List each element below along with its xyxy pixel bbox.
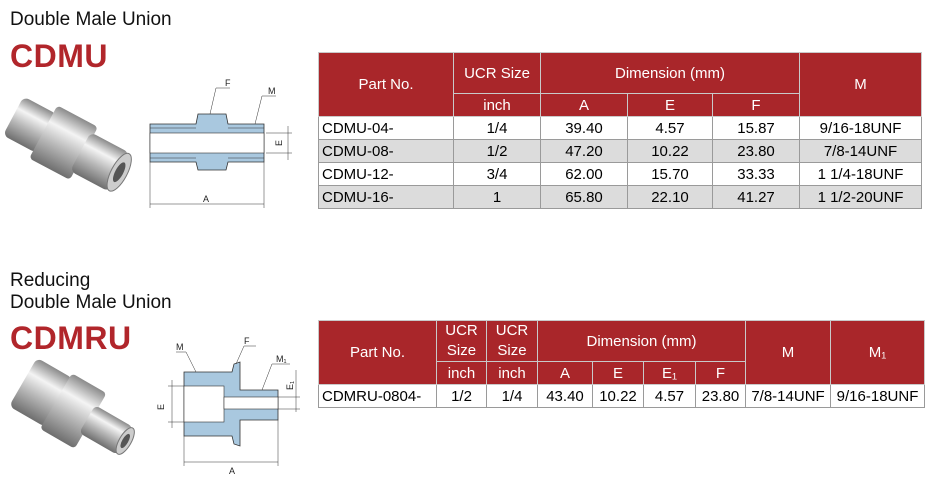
table-cell: 9/16-18UNF bbox=[799, 116, 923, 140]
table-cell: 7/8-14UNF bbox=[745, 384, 832, 408]
table-cell: 1/4 bbox=[453, 116, 541, 140]
diagram-label: A bbox=[203, 194, 209, 204]
diagram-label: E bbox=[274, 140, 284, 146]
table-row: CDMU-16- 1 65.80 22.10 41.27 1 1/2-20UNF bbox=[318, 185, 923, 209]
header-cell: F bbox=[711, 93, 801, 117]
header-cell: F bbox=[694, 361, 747, 385]
part-number: CDMRU-0804- bbox=[318, 384, 437, 408]
table-cell: 65.80 bbox=[540, 185, 628, 209]
product-photo bbox=[5, 98, 132, 192]
section-title: Double Male Union bbox=[10, 292, 172, 313]
table-cell: 1 1/4-18UNF bbox=[799, 162, 923, 186]
header-cell: inch bbox=[486, 361, 538, 385]
diagram-label: M bbox=[268, 86, 276, 96]
table-cell: 10.22 bbox=[592, 384, 644, 408]
diagram-label: M bbox=[176, 342, 184, 352]
product-photo bbox=[11, 359, 135, 455]
table-row: CDMU-04- 1/4 39.40 4.57 15.87 9/16-18UNF bbox=[318, 116, 923, 140]
header-cell: UCR Size bbox=[436, 320, 487, 362]
section-title: Double Male Union bbox=[10, 9, 172, 30]
table-cell: 33.33 bbox=[711, 162, 801, 186]
header-cell: E₁ bbox=[643, 361, 696, 385]
header-cell: Part No. bbox=[318, 52, 454, 117]
header-cell: inch bbox=[453, 93, 541, 117]
header-cell: Dimension (mm) bbox=[539, 52, 801, 94]
part-number: CDMU-08- bbox=[318, 139, 454, 163]
table-cell: 39.40 bbox=[540, 116, 628, 140]
header-cell: inch bbox=[436, 361, 487, 385]
table-cell: 3/4 bbox=[453, 162, 541, 186]
table-cell: 10.22 bbox=[627, 139, 713, 163]
header-cell: M bbox=[745, 320, 832, 385]
table-cell: 15.70 bbox=[627, 162, 713, 186]
diagram-label: E bbox=[156, 404, 166, 410]
header-cell: UCR Size bbox=[453, 52, 541, 94]
table-cell: 1/4 bbox=[486, 384, 538, 408]
diagram-label: F bbox=[244, 336, 250, 346]
table-cell: 23.80 bbox=[694, 384, 747, 408]
table-cell: 1/2 bbox=[453, 139, 541, 163]
table-cell: 47.20 bbox=[540, 139, 628, 163]
table-cell: 62.00 bbox=[540, 162, 628, 186]
table-cell: 1 1/2-20UNF bbox=[799, 185, 923, 209]
table-cell: 43.40 bbox=[537, 384, 593, 408]
table-cell: 41.27 bbox=[711, 185, 801, 209]
table-cell: 7/8-14UNF bbox=[799, 139, 923, 163]
header-cell: E bbox=[627, 93, 713, 117]
cross-section-diagram bbox=[168, 345, 300, 466]
header-cell: Dimension (mm) bbox=[536, 320, 747, 362]
table-cell: 1 bbox=[453, 185, 541, 209]
cross-section-diagram bbox=[149, 87, 292, 208]
table-row: CDMU-08- 1/2 47.20 10.22 23.80 7/8-14UNF bbox=[318, 139, 923, 163]
header-cell: M bbox=[799, 52, 923, 117]
diagram-label: M₁ bbox=[276, 354, 287, 364]
table-cell: 4.57 bbox=[627, 116, 713, 140]
diagram-label: A bbox=[229, 466, 235, 476]
table-row: CDMU-12- 3/4 62.00 15.70 33.33 1 1/4-18UNF bbox=[318, 162, 923, 186]
part-number: CDMU-12- bbox=[318, 162, 454, 186]
diagram-label: F bbox=[225, 78, 231, 88]
header-cell: UCR Size bbox=[486, 320, 538, 362]
part-number: CDMU-04- bbox=[318, 116, 454, 140]
spec-table: Part No. UCR Size Dimension (mm) M inch … bbox=[318, 52, 923, 209]
header-cell: M₁ bbox=[830, 320, 926, 385]
table-cell: 22.10 bbox=[627, 185, 713, 209]
diagram-label: E₁ bbox=[285, 381, 295, 390]
header-cell: Part No. bbox=[318, 320, 437, 385]
table-row: CDMRU-0804- 1/2 1/4 43.40 10.22 4.57 23.80 7/8-… bbox=[318, 384, 926, 408]
table-cell: 1/2 bbox=[436, 384, 487, 408]
table-cell: 9/16-18UNF bbox=[830, 384, 926, 408]
header-cell: E bbox=[592, 361, 644, 385]
product-code: CDMRU bbox=[10, 320, 132, 356]
table-cell: 4.57 bbox=[643, 384, 696, 408]
spec-table: Part No. UCR Size UCR Size Dimension (mm… bbox=[318, 320, 926, 408]
part-number: CDMU-16- bbox=[318, 185, 454, 209]
header-cell: A bbox=[540, 93, 628, 117]
table-cell: 23.80 bbox=[711, 139, 801, 163]
section-title: Reducing bbox=[10, 270, 91, 291]
table-cell: 15.87 bbox=[711, 116, 801, 140]
product-code: CDMU bbox=[10, 38, 108, 74]
header-cell: A bbox=[537, 361, 593, 385]
